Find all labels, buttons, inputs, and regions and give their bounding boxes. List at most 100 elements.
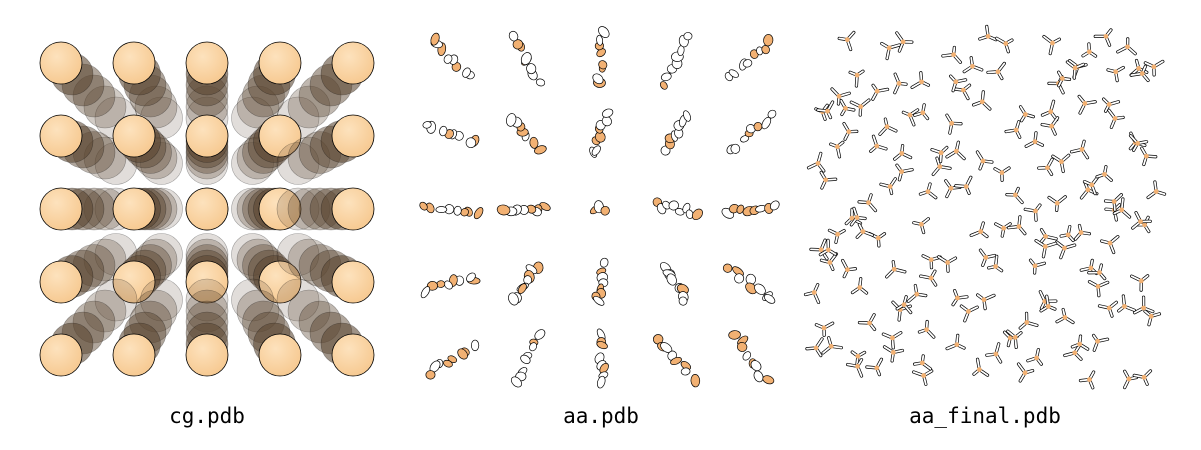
final-molecule [1016, 362, 1035, 383]
final-molecule [819, 170, 838, 190]
final-molecule [985, 342, 1003, 364]
final-molecule [1070, 334, 1090, 351]
final-molecule [879, 177, 897, 196]
final-molecule [1073, 223, 1091, 241]
cg-bead-grid [39, 41, 375, 377]
final-molecule [857, 193, 878, 213]
cg-panel [22, 24, 392, 394]
final-molecule [995, 36, 1014, 54]
final-molecule [917, 319, 936, 339]
final-molecule [1040, 99, 1059, 122]
final-molecule [1117, 294, 1136, 313]
final-molecule [829, 140, 845, 159]
final-molecule [837, 30, 856, 52]
aa-molecule-chain [652, 334, 701, 388]
bead-column [231, 187, 302, 231]
final-molecule [895, 295, 913, 315]
final-molecule [1034, 239, 1058, 259]
final-molecule [912, 217, 930, 235]
final-molecule [885, 260, 907, 279]
final-molecule [1082, 176, 1099, 196]
bead-column [39, 41, 138, 140]
final-molecule [1006, 215, 1027, 236]
final-molecule [1077, 94, 1097, 115]
final-molecule [1140, 146, 1158, 167]
final-molecule [1107, 108, 1125, 129]
bead-column [112, 233, 183, 304]
bead-column [276, 233, 375, 304]
final-molecule [1069, 139, 1090, 160]
final-molecule [978, 24, 998, 42]
final-molecule [959, 304, 979, 323]
final-molecule [913, 103, 930, 121]
final-molecule [830, 87, 851, 106]
final-molecule [1063, 344, 1083, 361]
final-molecule [871, 83, 890, 101]
final-molecule [855, 223, 874, 239]
bead-column [112, 41, 183, 140]
final-molecule [1028, 258, 1046, 275]
final-molecule [1079, 258, 1099, 276]
final-molecule [842, 121, 859, 141]
aa-molecule-chain [510, 329, 546, 388]
final-molecule [993, 166, 1011, 182]
final-molecule [1040, 116, 1060, 136]
aa-molecule-chain [660, 262, 689, 306]
final-molecule [1018, 105, 1035, 123]
final-molecule [1112, 197, 1132, 219]
final-molecule [1123, 369, 1139, 390]
final-panel [800, 24, 1170, 394]
aa-molecule-chain [659, 32, 693, 90]
final-molecule [1097, 300, 1118, 318]
final-molecule [972, 357, 990, 377]
final-molecule [954, 175, 973, 195]
cg-caption: cg.pdb [169, 404, 245, 428]
aa-molecule-chain [425, 339, 480, 380]
final-molecule [910, 71, 931, 90]
final-molecule [1129, 64, 1150, 83]
final-molecule [945, 333, 966, 351]
bead-column [185, 278, 229, 377]
aa-panel [416, 24, 786, 394]
final-molecule [1055, 240, 1077, 260]
final-molecule [1130, 274, 1150, 292]
bead-column [39, 278, 138, 377]
final-molecule [901, 108, 920, 127]
final-molecule [1103, 193, 1123, 212]
final-caption: aa_final.pdb [909, 404, 1061, 428]
bead-column [231, 114, 302, 185]
aa-molecule-chain [721, 200, 780, 219]
final-molecule [882, 345, 905, 363]
bead-column [276, 114, 375, 185]
final-molecule-cloud [803, 24, 1167, 390]
aa-molecule-chain [508, 30, 546, 87]
aa-molecule-chain [728, 330, 775, 385]
final-molecule [1065, 60, 1086, 80]
final-molecule [881, 331, 903, 350]
final-molecule [850, 277, 869, 295]
bead-column [185, 233, 229, 304]
final-molecule [841, 258, 857, 279]
final-molecule [857, 313, 877, 331]
final-molecule [865, 357, 884, 377]
final-molecule [1037, 157, 1054, 176]
final-molecule [951, 289, 969, 307]
aa-molecule-chain [726, 109, 777, 155]
final-molecule [953, 83, 972, 101]
final-molecule [945, 140, 966, 161]
final-molecule [1038, 290, 1058, 310]
final-molecule [1026, 347, 1043, 366]
aa-molecule-chain [591, 257, 609, 306]
final-molecule [821, 336, 843, 355]
final-molecule [1143, 59, 1165, 77]
final-molecule [949, 74, 968, 93]
aa-molecule-chain [508, 261, 544, 306]
final-molecule [912, 369, 934, 386]
final-molecule [1006, 329, 1023, 350]
final-molecule [1018, 311, 1039, 330]
final-molecule [849, 206, 867, 227]
final-molecule [816, 100, 835, 120]
final-molecule [1102, 97, 1121, 113]
final-molecule [1039, 294, 1057, 313]
aa-molecule-chain [419, 201, 484, 220]
